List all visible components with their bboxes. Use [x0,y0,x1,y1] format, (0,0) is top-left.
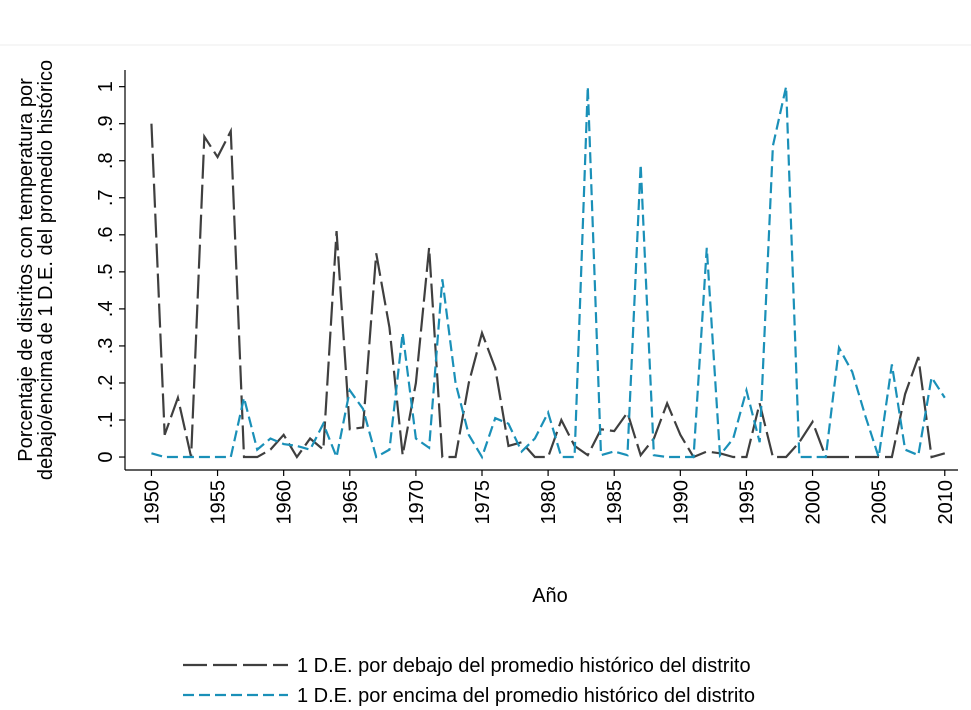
x-tick-label: 2000 [803,480,825,525]
y-tick-label: .6 [95,226,117,243]
y-tick-label: .3 [95,338,117,355]
x-tick-label: 1970 [406,480,428,525]
x-tick-label: 1955 [208,480,230,525]
series-line [151,86,946,461]
legend-label: 1 D.E. por debajo del promedio histórico… [297,655,751,677]
x-axis-title: Año [532,585,568,607]
x-tick-label: 1960 [274,480,296,525]
x-tick-label: 1965 [340,480,362,525]
y-tick-label: 0 [95,451,117,462]
x-tick-label: 2010 [935,480,957,525]
x-tick-label: 1950 [141,480,163,525]
y-tick-label: .4 [95,301,117,318]
x-tick-label: 1985 [604,480,626,525]
x-tick-label: 1990 [670,480,692,525]
x-tick-label: 2005 [869,480,891,525]
y-tick-label: .8 [95,152,117,169]
y-axis-title: Porcentaje de distritos con temperatura … [15,78,37,462]
y-tick-label: .5 [95,264,117,281]
x-tick-label: 1975 [472,480,494,525]
x-tick-label: 1995 [736,480,758,525]
y-tick-label: 1 [95,81,117,92]
y-tick-label: .7 [95,189,117,206]
y-tick-label: .2 [95,375,117,392]
y-tick-label: .9 [95,115,117,132]
series-line [150,123,946,460]
y-tick-label: .1 [95,412,117,429]
x-tick-label: 1980 [538,480,560,525]
y-axis-title: debajo/encima de 1 D.E. del promedio his… [35,60,57,480]
legend-label: 1 D.E. por encima del promedio histórico… [297,685,755,707]
